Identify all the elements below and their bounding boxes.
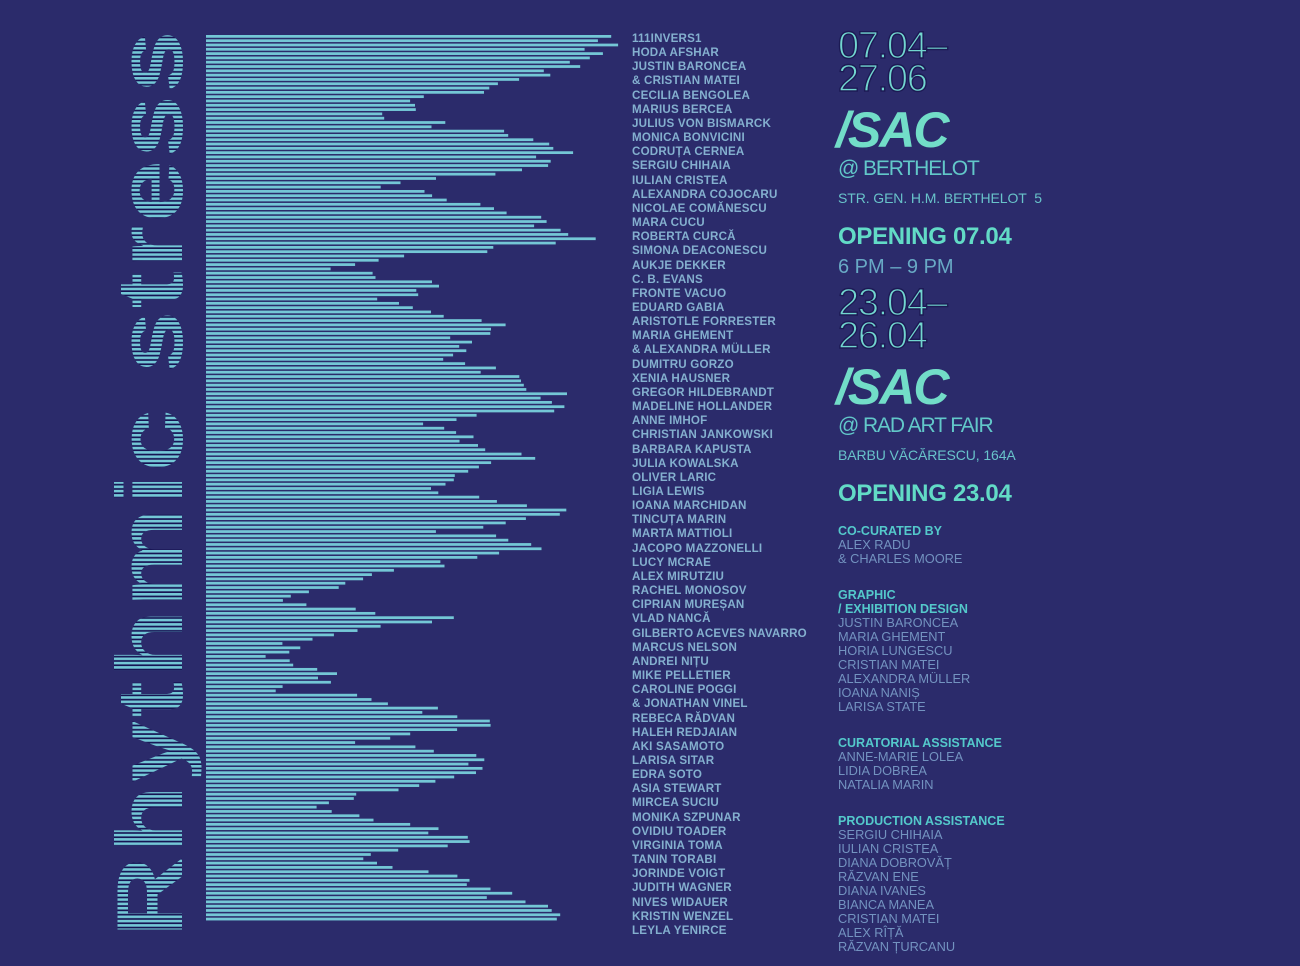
svg-text:Rhythmic stress: Rhythmic stress [96, 28, 202, 937]
